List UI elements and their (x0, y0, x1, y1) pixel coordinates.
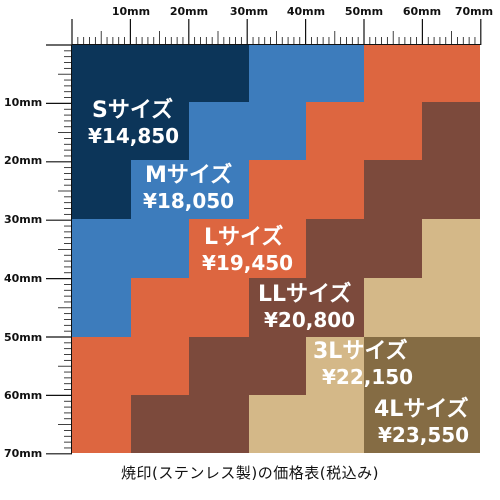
size-price-m: ¥18,050 (143, 189, 234, 213)
left-tick-label: 50mm (4, 331, 42, 344)
left-tick-label: 70mm (4, 447, 42, 460)
size-labels: Sサイズ ¥14,850 Mサイズ ¥18,050 Lサイズ ¥19,450 L… (88, 97, 469, 447)
top-tick-label: 50mm (345, 5, 383, 18)
region-s (72, 45, 249, 219)
top-tick-label: 30mm (230, 5, 268, 18)
size-name-l: Lサイズ (204, 224, 283, 250)
size-price-4l: ¥23,550 (378, 423, 469, 447)
size-name-4l: 4Lサイズ (374, 396, 469, 422)
left-tick-label: 30mm (4, 213, 42, 226)
top-tick-label: 40mm (287, 5, 325, 18)
top-tick-label: 10mm (112, 5, 150, 18)
top-tick-label: 20mm (170, 5, 208, 18)
left-tick-label: 40mm (4, 272, 42, 285)
left-ruler (46, 44, 72, 455)
region-m (72, 45, 364, 337)
size-price-3l: ¥22,150 (322, 365, 413, 389)
price-table-caption: 焼印(ステンレス製)の価格表(税込み) (121, 464, 379, 482)
region-4l (364, 337, 480, 453)
region-ll (131, 102, 480, 453)
top-ruler-labels: 10mm 20mm 30mm 40mm 50mm 60mm 70mm (112, 5, 493, 18)
top-ruler (71, 19, 482, 45)
top-tick-label: 60mm (403, 5, 441, 18)
left-tick-label: 10mm (4, 96, 42, 109)
size-price-ll: ¥20,800 (264, 308, 355, 332)
size-price-l: ¥19,450 (202, 251, 293, 275)
size-name-s: Sサイズ (92, 97, 173, 123)
size-regions (72, 45, 480, 453)
region-3l (249, 219, 480, 453)
region-l (72, 45, 480, 453)
size-name-3l: 3Lサイズ (313, 338, 408, 364)
left-ruler-labels: 10mm 20mm 30mm 40mm 50mm 60mm 70mm (4, 96, 42, 460)
left-tick-label: 20mm (4, 154, 42, 167)
size-name-ll: LLサイズ (258, 281, 351, 307)
size-name-m: Mサイズ (145, 162, 232, 188)
top-tick-label: 70mm (455, 5, 493, 18)
left-tick-label: 60mm (4, 389, 42, 402)
size-price-s: ¥14,850 (88, 124, 179, 148)
